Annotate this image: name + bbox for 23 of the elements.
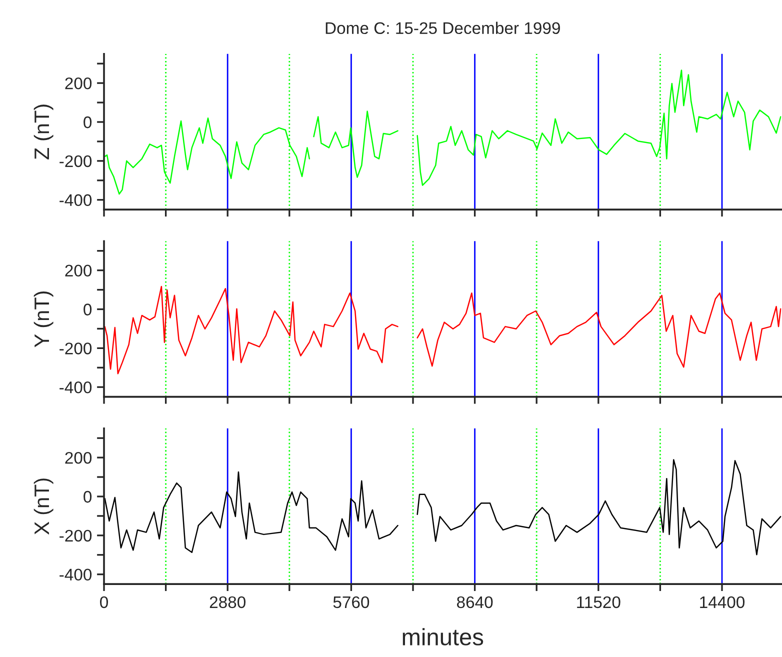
- y-tick-label: 200: [65, 264, 92, 277]
- y-axis-title: Y (nT): [34, 292, 54, 348]
- y-tick-label: 0: [84, 490, 92, 503]
- x-axis-title: minutes: [402, 628, 484, 646]
- y-tick-label: -200: [60, 342, 92, 354]
- x-tick-label: 11520: [577, 596, 620, 608]
- y-tick-label: 200: [65, 77, 92, 90]
- chart-title: Dome C: 15-25 December 1999: [326, 22, 560, 34]
- y-tick-label: 0: [84, 304, 92, 316]
- y-tick-label: -200: [60, 155, 92, 168]
- y-tick-label: -400: [60, 381, 92, 394]
- y-axis-title: X (nT): [34, 478, 54, 535]
- y-tick-label: -200: [60, 530, 92, 542]
- x-tick-label: 14400: [700, 596, 745, 608]
- x-tick-label: 0: [100, 596, 108, 608]
- y-tick-label: 200: [65, 452, 92, 464]
- x-tick-label: 8640: [456, 596, 493, 608]
- y-tick-label: -400: [60, 568, 92, 581]
- y-axis-title: Z (nT): [34, 104, 54, 160]
- x-tick-label: 2880: [210, 596, 246, 608]
- y-tick-label: -400: [60, 194, 92, 206]
- y-tick-label: 0: [84, 116, 92, 128]
- x-tick-label: 5760: [333, 596, 370, 608]
